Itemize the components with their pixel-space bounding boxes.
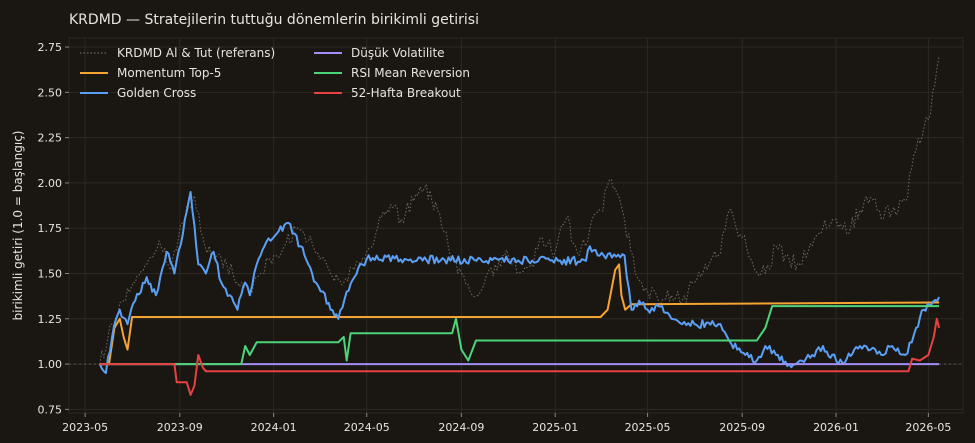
x-tick-label: 2023-09 [157, 421, 203, 434]
y-tick-label: 1.75 [38, 222, 63, 235]
y-tick-label: 2.00 [38, 177, 63, 190]
y-axis-label: birikimli getiri (1.0 = başlangıç) [11, 131, 25, 321]
x-tick-label: 2023-05 [62, 421, 108, 434]
y-tick-label: 2.50 [38, 86, 63, 99]
x-tick-label: 2025-01 [532, 421, 578, 434]
legend-label: KRDMD Al & Tut (referans) [117, 46, 275, 60]
y-tick-label: 1.25 [38, 313, 63, 326]
series-line-4 [99, 305, 940, 366]
legend-label: RSI Mean Reversion [351, 66, 470, 80]
grid [69, 38, 963, 413]
series-line-1 [99, 263, 940, 366]
x-tick-label: 2026-05 [905, 421, 951, 434]
legend-label: Düşük Volatilite [351, 46, 445, 60]
x-tick-label: 2024-05 [344, 421, 390, 434]
legend: KRDMD Al & Tut (referans) Momentum Top-5 G… [80, 46, 470, 100]
chart-title: KRDMD — Stratejilerin tuttuğu dönemlerin… [69, 12, 479, 28]
legend-label: Momentum Top-5 [117, 66, 221, 80]
x-tick-label: 2024-09 [438, 421, 484, 434]
legend-item: Momentum Top-5 [80, 66, 221, 80]
x-tick-label: 2026-01 [813, 421, 859, 434]
y-tick-label: 1.00 [38, 358, 63, 371]
y-tick-label: 2.25 [38, 132, 63, 145]
y-tick-label: 0.75 [38, 403, 63, 416]
legend-item: Düşük Volatilite [314, 46, 445, 60]
legend-item: KRDMD Al & Tut (referans) [80, 46, 275, 60]
series-line-2 [98, 191, 940, 375]
y-axis: 0.75 1.00 1.25 1.50 1.75 2.00 2.25 2.50 2.75 [38, 41, 69, 416]
legend-item: RSI Mean Reversion [314, 66, 470, 80]
y-tick-label: 2.75 [38, 41, 63, 54]
x-axis: 2023-05 2023-09 2024-01 2024-05 2024-09 2025-… [62, 413, 951, 434]
y-tick-label: 1.50 [38, 268, 63, 281]
legend-item: Golden Cross [80, 86, 196, 100]
x-tick-label: 2024-01 [251, 421, 297, 434]
x-tick-label: 2025-05 [625, 421, 671, 434]
series-line-5 [99, 317, 941, 396]
series-group [98, 55, 941, 396]
plot-frame [68, 37, 964, 414]
legend-item: 52-Hafta Breakout [314, 86, 461, 100]
legend-label: Golden Cross [117, 86, 196, 100]
legend-label: 52-Hafta Breakout [351, 86, 461, 100]
x-tick-label: 2025-09 [719, 421, 765, 434]
plot-area: 0.75 1.00 1.25 1.50 1.75 2.00 2.25 2.50 2.75 202… [38, 37, 964, 434]
series-line-0 [99, 55, 940, 365]
